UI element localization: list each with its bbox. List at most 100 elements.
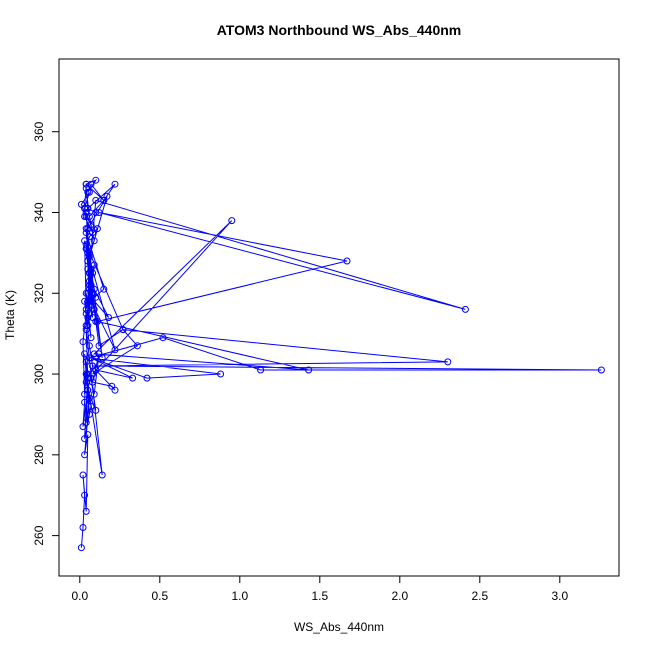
data-point	[98, 354, 106, 362]
data-point	[92, 196, 100, 204]
data-point	[84, 265, 92, 273]
data-point	[81, 237, 89, 245]
data-point	[111, 180, 119, 188]
y-axis: 260 280 300 320 340 360	[32, 121, 60, 546]
data-point	[100, 285, 108, 293]
data-point	[87, 297, 95, 305]
y-tick-label: 260	[32, 525, 46, 545]
data-point	[93, 225, 101, 233]
data-point	[217, 370, 225, 378]
data-point	[85, 277, 93, 285]
data-point	[82, 310, 90, 317]
data-point	[143, 374, 151, 382]
data-point	[87, 265, 95, 273]
data-point	[87, 293, 95, 301]
data-point	[77, 544, 85, 552]
data-point	[84, 204, 92, 212]
x-tick-label: 2.0	[391, 589, 408, 603]
data-point	[85, 233, 93, 241]
data-point	[81, 451, 89, 459]
y-tick-label: 300	[32, 364, 46, 384]
data-point	[119, 326, 127, 334]
data-point	[79, 471, 87, 479]
data-point	[89, 301, 97, 309]
data-point	[82, 322, 90, 330]
data-point	[95, 342, 103, 350]
data-point	[85, 188, 93, 196]
data-point	[82, 326, 90, 334]
data-point	[84, 249, 92, 257]
data-point	[87, 334, 95, 342]
data-point	[79, 338, 87, 346]
series-layer	[77, 176, 605, 552]
data-point	[84, 314, 92, 321]
data-point	[111, 386, 119, 394]
data-point	[87, 180, 95, 188]
y-tick-label: 320	[32, 283, 46, 303]
data-point	[597, 366, 605, 374]
data-point	[85, 342, 93, 350]
data-point	[82, 245, 90, 253]
data-point	[89, 370, 97, 378]
data-point	[87, 374, 95, 382]
data-point	[305, 366, 313, 374]
data-point	[87, 221, 95, 229]
data-point	[89, 378, 97, 386]
data-point	[79, 524, 87, 531]
data-point	[84, 386, 92, 394]
data-point	[129, 374, 137, 382]
x-tick-label: 0.5	[151, 589, 168, 603]
data-point	[81, 204, 89, 212]
data-point	[92, 406, 100, 414]
data-point	[89, 362, 97, 370]
data-point	[85, 253, 93, 261]
data-point	[81, 350, 89, 358]
data-point	[82, 507, 90, 515]
data-point	[85, 394, 93, 402]
data-point	[84, 374, 92, 382]
data-point	[87, 402, 95, 410]
data-point	[82, 180, 90, 188]
data-point	[100, 196, 108, 204]
data-point	[461, 305, 469, 313]
data-point	[92, 318, 100, 325]
data-point	[98, 471, 106, 479]
data-point	[90, 350, 98, 358]
data-point	[228, 217, 236, 225]
data-point	[82, 241, 90, 249]
data-point	[85, 269, 93, 277]
y-tick-label: 340	[32, 202, 46, 222]
data-point	[89, 269, 97, 277]
data-point	[92, 293, 100, 301]
data-point	[90, 305, 98, 313]
x-tick-label: 2.5	[471, 589, 488, 603]
x-tick-label: 1.0	[231, 589, 248, 603]
x-tick-label: 1.5	[311, 589, 328, 603]
data-point	[444, 358, 452, 366]
data-point	[84, 257, 92, 265]
data-point	[105, 314, 113, 321]
x-tick-label: 0.0	[71, 589, 88, 603]
y-tick-label: 280	[32, 444, 46, 464]
data-point	[92, 209, 100, 216]
data-point	[85, 354, 93, 362]
x-axis-title: WS_Abs_440nm	[294, 620, 384, 634]
data-point	[85, 213, 93, 220]
data-point	[79, 423, 87, 431]
data-point	[92, 176, 100, 184]
data-point	[343, 257, 351, 265]
chart-title: ATOM3 Northbound WS_Abs_440nm	[217, 22, 462, 38]
data-point	[257, 366, 265, 374]
data-point	[81, 491, 89, 499]
data-point	[85, 281, 93, 289]
data-point	[81, 435, 89, 443]
y-tick-label: 360	[32, 121, 46, 141]
data-point	[111, 346, 119, 354]
data-point	[85, 410, 93, 418]
data-point	[90, 390, 98, 398]
data-point	[82, 213, 90, 220]
data-point	[133, 342, 141, 350]
x-axis: 0.0 0.5 1.0 1.5 2.0 2.5 3.0	[71, 575, 568, 603]
